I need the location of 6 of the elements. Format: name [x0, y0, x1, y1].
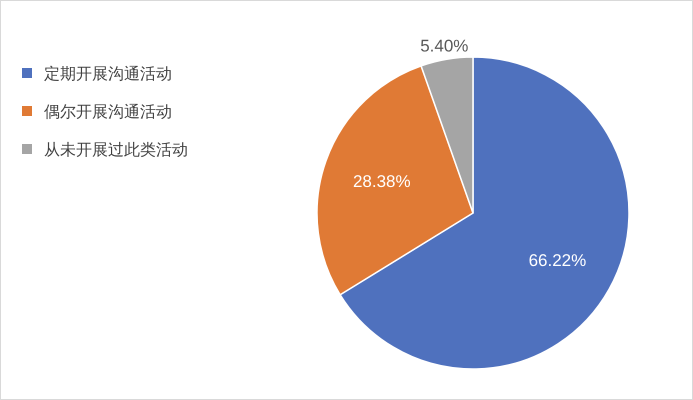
data-label: 5.40% [420, 36, 468, 56]
legend-label: 从未开展过此类活动 [44, 141, 188, 159]
data-label: 66.22% [528, 251, 586, 270]
legend-label: 偶尔开展沟通活动 [44, 103, 172, 121]
legend-label: 定期开展沟通活动 [44, 65, 172, 83]
data-label: 28.38% [352, 172, 411, 191]
